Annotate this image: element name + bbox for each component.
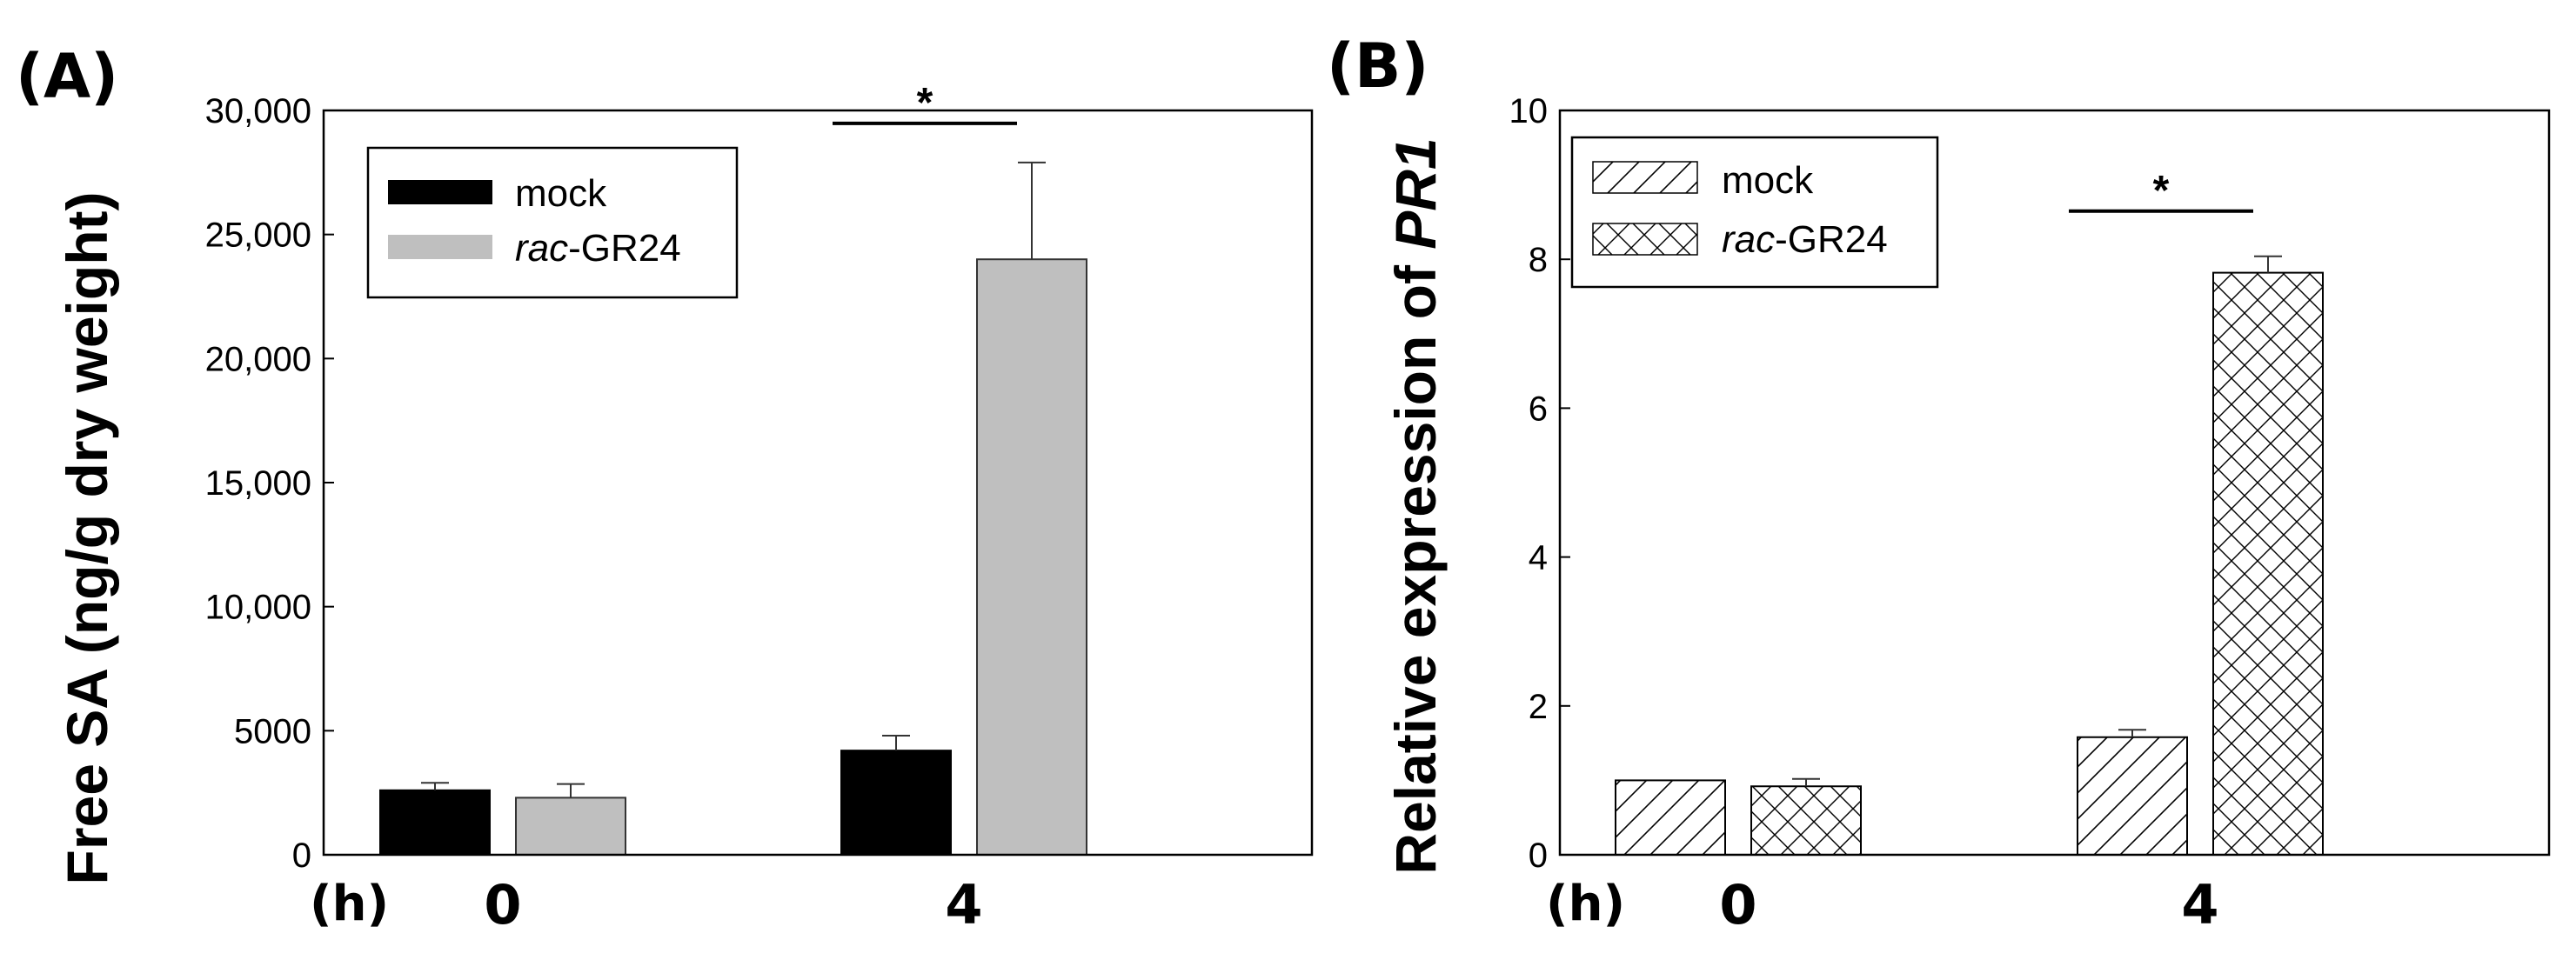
y-axis-title: Free SA (ng/g dry weight): [55, 192, 119, 885]
panel-a: (A) Free SA (ng/g dry weight) (h) 0 5000 1…: [16, 41, 1314, 937]
x-axis-unit: (h): [1546, 876, 1625, 932]
significance-label: *: [917, 80, 933, 126]
bar-rac-gr24-0h: [515, 797, 626, 857]
plot-frame: [322, 109, 1314, 857]
error-bars: [1792, 255, 2282, 787]
y-tick-label: 8: [1529, 241, 1548, 279]
legend-swatch-mock: [388, 180, 492, 204]
legend: mock rac-GR24: [1570, 136, 1939, 289]
plot-frame: [1558, 109, 2551, 857]
y-ticks: 0 2 4 6 8 10: [1509, 92, 1570, 875]
legend-label-rac-gr24: rac-GR24: [1722, 218, 1888, 261]
y-tick-label: 15,000: [205, 464, 311, 503]
legend-label-rac-gr24: rac-GR24: [515, 227, 681, 270]
bar-rac-gr24-4h: [2212, 271, 2324, 857]
y-tick-label: 20,000: [205, 340, 311, 378]
bar-mock-0h: [379, 789, 491, 857]
y-tick-label: 4: [1529, 539, 1548, 577]
y-tick-label: 6: [1529, 390, 1548, 428]
panel-b: (B) Relative expression of PR1 (h) 0 2 4 6 8…: [1327, 30, 2551, 937]
x-axis-unit: (h): [310, 876, 389, 932]
significance-label: *: [2153, 168, 2170, 214]
x-tick-label: 0: [1719, 873, 1756, 937]
legend-swatch-mock: [1592, 161, 1698, 194]
legend: mock rac-GR24: [366, 146, 739, 299]
bar-rac-gr24-0h: [1750, 785, 1862, 856]
bar-mock-4h: [2077, 736, 2188, 857]
legend-box: [366, 146, 739, 299]
y-tick-label: 2: [1529, 688, 1548, 726]
panel-label: (A): [16, 41, 118, 112]
y-tick-label: 0: [292, 837, 311, 875]
x-tick-label: 0: [484, 873, 521, 937]
bar-rac-gr24-4h: [976, 258, 1087, 856]
y-axis-title: Relative expression of PR1: [1383, 137, 1448, 874]
y-ticks: 0 5000 10,000 15,000 20,000 25,000 30,000: [205, 92, 334, 875]
significance: *: [833, 80, 1017, 126]
legend-label-mock: mock: [515, 172, 607, 215]
significance: *: [2069, 168, 2253, 214]
bar-mock-0h: [1615, 779, 1726, 857]
legend-swatch-rac-gr24: [388, 235, 492, 259]
x-tick-label: 4: [2181, 873, 2218, 937]
legend-label-mock: mock: [1722, 159, 1814, 202]
y-tick-label: 5000: [234, 712, 311, 750]
bar-mock-4h: [840, 750, 952, 856]
bars: [379, 258, 1087, 857]
bars: [1615, 271, 2324, 857]
y-tick-label: 25,000: [205, 217, 311, 255]
legend-swatch-rac-gr24: [1592, 223, 1698, 256]
error-bars: [421, 161, 1046, 798]
y-tick-label: 0: [1529, 837, 1548, 875]
y-tick-label: 10,000: [205, 589, 311, 627]
panel-label: (B): [1327, 30, 1429, 102]
y-tick-label: 30,000: [205, 92, 311, 130]
x-tick-label: 4: [945, 873, 982, 937]
y-tick-label: 10: [1509, 92, 1549, 130]
